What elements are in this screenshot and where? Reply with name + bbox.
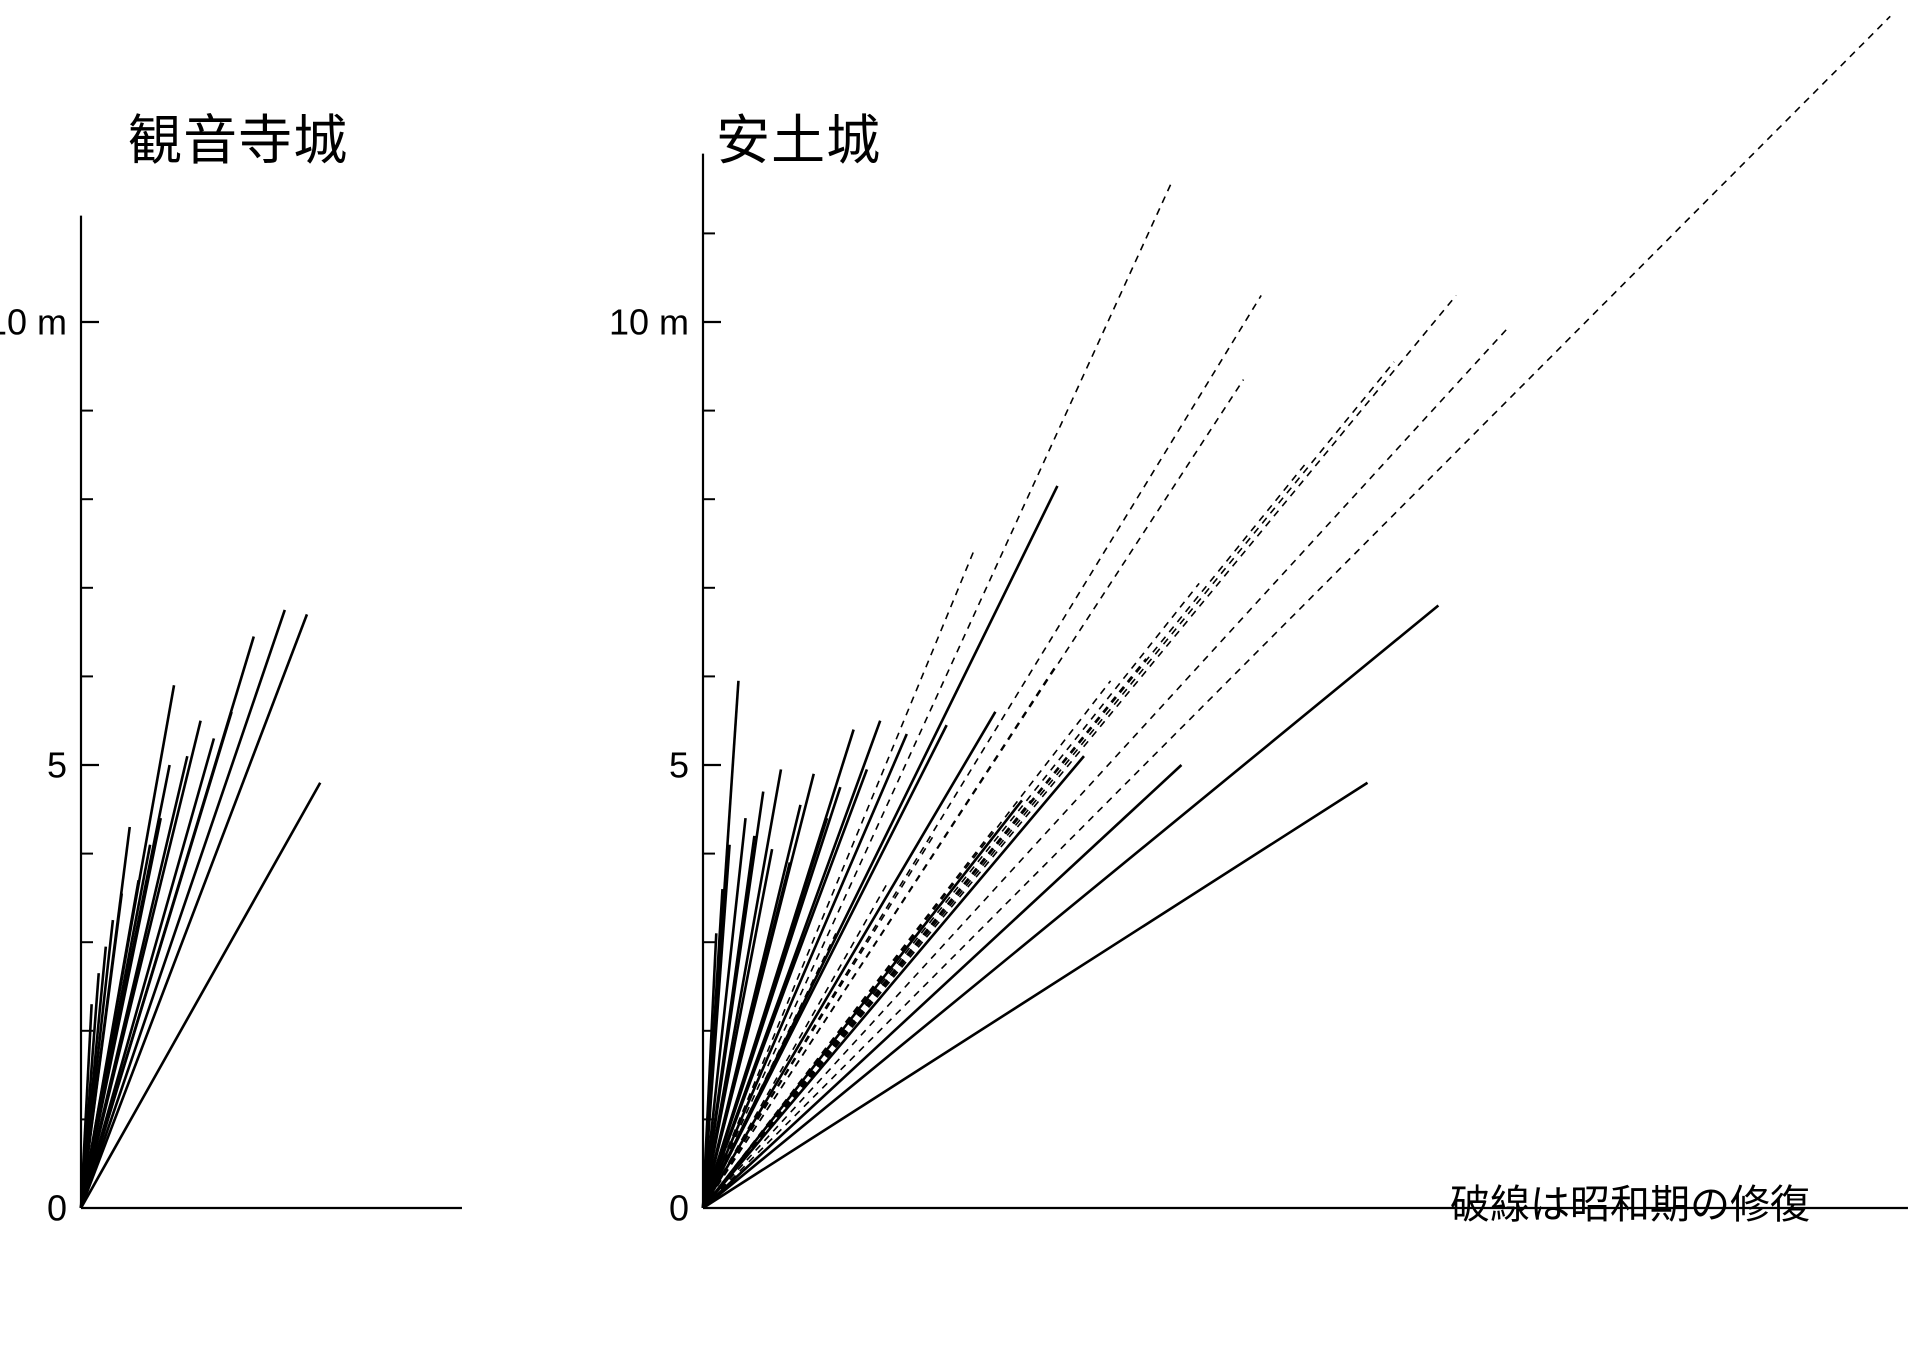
axis-tick-label: 5	[47, 745, 67, 786]
data-line-dashed	[703, 16, 1890, 1208]
data-line-dashed	[703, 295, 1456, 1208]
figure-canvas: 観音寺城 安土城 破線は昭和期の修復 0 5 10 m 0 5 10 m	[0, 0, 1920, 1366]
axis-tick-label: 10 m	[609, 302, 689, 343]
axis-tick-label: 0	[669, 1188, 689, 1229]
data-line-solid	[703, 730, 854, 1208]
data-line-dashed	[703, 180, 1173, 1208]
legend-note: 破線は昭和期の修復	[1450, 1172, 1810, 1230]
data-line-dashed	[703, 380, 1243, 1208]
data-line-solid	[81, 783, 320, 1208]
plot-surface: 0 5 10 m 0 5 10 m	[0, 0, 1920, 1366]
panel-title-right: 安土城	[716, 96, 881, 175]
data-line-dashed	[703, 326, 1509, 1208]
data-line-solid	[81, 738, 214, 1208]
data-line-dashed	[703, 295, 1261, 1208]
data-line-dashed	[703, 362, 1394, 1208]
axis-tick-label: 0	[47, 1188, 67, 1229]
data-line-solid	[81, 827, 130, 1208]
data-line-dashed	[703, 552, 973, 1208]
data-line-solid	[81, 721, 201, 1208]
data-line-solid	[703, 783, 1368, 1208]
data-line-solid	[81, 614, 307, 1208]
axis-tick-label: 10 m	[0, 302, 67, 343]
data-line-solid	[81, 610, 285, 1208]
axis-tick-label: 5	[669, 745, 689, 786]
panel-title-left: 観音寺城	[128, 96, 348, 175]
